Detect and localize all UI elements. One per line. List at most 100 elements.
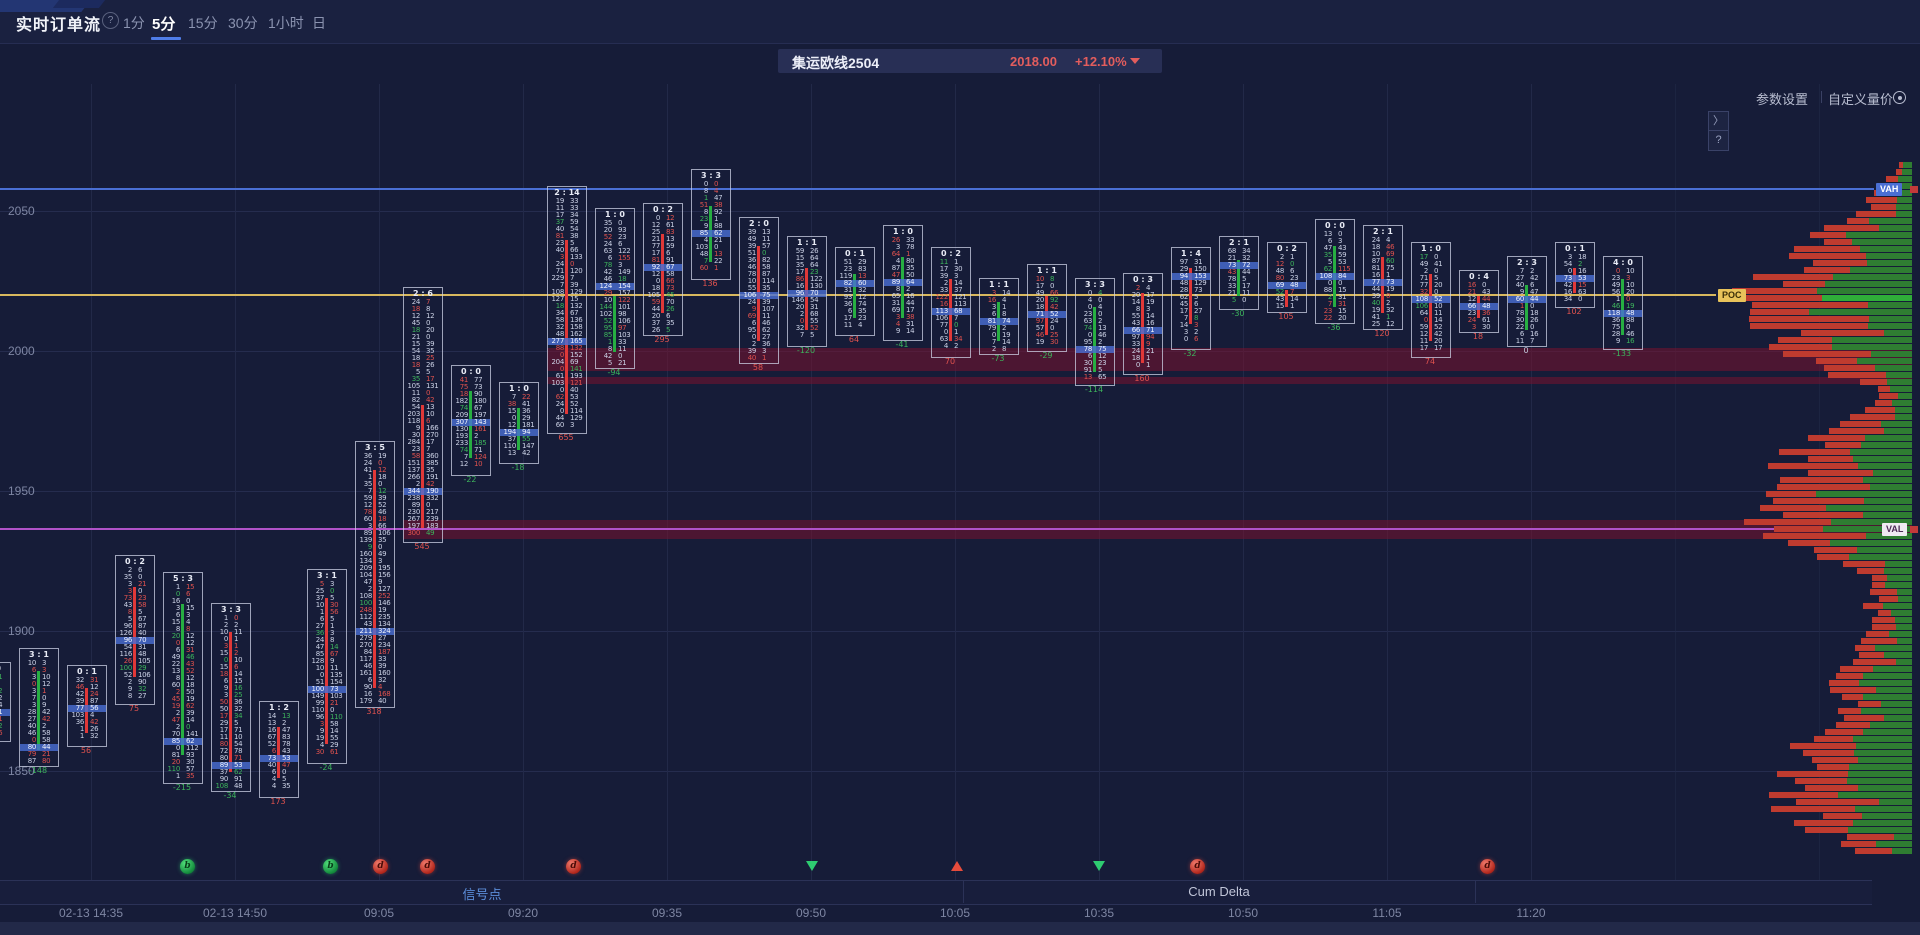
footprint-candle[interactable]: 0 : 3 2 4 20 17 14 19 8 3 55 14 43 16 66 71 97 94 33 9 24 21… bbox=[1123, 272, 1163, 375]
signal-marker-red-d[interactable]: d bbox=[566, 859, 581, 874]
bid-ask-row: 204 69 bbox=[551, 357, 579, 366]
footprint-candle[interactable]: 5 : 3 1 15 0 6 16 0 3 15 6 3 15 4 8 8 20 12 0 12 6 31 49 46 22 4… bbox=[163, 572, 203, 784]
bid-ask-row: 30 26 bbox=[1515, 315, 1539, 324]
footprint-candle[interactable]: 0 : 2 2 6 35 0 3 21 3 0 73 23 43 58 8 5 5 67 96 87 126 40 96 7… bbox=[115, 555, 155, 706]
bid-ask-row: 18 26 bbox=[411, 360, 435, 369]
bid-ask-row: 0 10 bbox=[1615, 266, 1635, 275]
bid-ask-row: 0 112 bbox=[175, 744, 199, 753]
bid-ask-row: 3 38 bbox=[895, 313, 915, 321]
footprint-candle[interactable]: 1 : 0 17 0 49 41 2 0 71 5 77 20 32 0 108 52 106 10 64 11 0 1… bbox=[1411, 241, 1451, 358]
signal-marker-red-d[interactable]: d bbox=[373, 859, 388, 874]
signal-marker-triangle-down[interactable] bbox=[1093, 861, 1105, 871]
bid-ask-row: 29 157 bbox=[603, 289, 631, 298]
candle-header: 4 : 0 bbox=[1613, 257, 1633, 267]
footprint-candle[interactable]: 0 : 2 2 1 12 0 48 6 80 23 69 48 52 7 43 14 15 1 bbox=[1267, 241, 1307, 314]
signal-marker-triangle-up[interactable] bbox=[951, 861, 963, 871]
signal-marker-red-d[interactable]: d bbox=[1480, 859, 1495, 874]
bid-ask-row: 69 17 bbox=[891, 306, 915, 314]
footprint-candle[interactable]: 2 : 6 24 7 18 8 12 12 45 0 18 20 21 0 15 39 54 35 18 25 18 2… bbox=[403, 286, 443, 543]
instrument-selector[interactable]: 集运欧线2504 2018.00 +12.10% bbox=[778, 49, 1162, 73]
signal-marker-red-d[interactable]: d bbox=[1190, 859, 1205, 874]
footprint-candle[interactable]: 0 : 0 41 77 75 73 18 90 182 180 74 67 209 197 307 143 1… bbox=[451, 365, 491, 476]
profile-bar bbox=[1840, 841, 1912, 847]
bid-ask-row: 35 17 bbox=[411, 374, 435, 383]
tab-1min[interactable]: 1分 bbox=[123, 15, 145, 31]
footprint-candle[interactable]: 1 : 2 14 13 13 2 16 47 67 83 52 78 6 43 73 53 40 47 6 0 4 5 4… bbox=[259, 701, 299, 798]
footprint-candle[interactable]: 1 : 0 26 33 3 78 64 1 4 80 87 35 47 50 89 64 8 2 65 16 31 44… bbox=[883, 225, 923, 342]
candle-delta: 318 bbox=[366, 707, 382, 716]
profile-bar bbox=[1853, 659, 1912, 665]
signal-pane-label[interactable]: 信号点 bbox=[462, 887, 502, 902]
bid-ask-row: 8 11 bbox=[607, 345, 627, 354]
footprint-candle[interactable]: 3 : 1 10 3 6 3 3 10 0 12 3 1 7 0 3 9 28 42 27 42 40 2 46 58 0 58… bbox=[19, 647, 59, 767]
custom-volume-price-button[interactable]: 自定义量价 bbox=[1828, 92, 1894, 107]
tab-30min[interactable]: 30分 bbox=[228, 15, 258, 31]
footprint-candle[interactable]: 1 : 1 3 14 16 4 3 1 6 8 81 74 79 2 0 19 7 14 2 8 bbox=[979, 278, 1019, 356]
footprint-candle[interactable]: 2 : 14 19 33 11 33 17 34 37 59 40 54 81 38 23 5 40 66 3 13… bbox=[547, 185, 587, 434]
tab-day[interactable]: 日 bbox=[312, 15, 326, 31]
footprint-candle[interactable]: 0 : 1 51 29 23 83 119 13 82 60 31 32 93 12 36 74 6 35 17 2… bbox=[835, 247, 875, 336]
bid-ask-row: 3 21 bbox=[127, 580, 147, 589]
bid-ask-row: 96 87 bbox=[123, 622, 147, 631]
footprint-candle[interactable]: 0 : 2 11 1 17 30 39 3 2 14 33 37 122 121 16 113 113 68 10… bbox=[931, 247, 971, 358]
bid-ask-row: 17 34 bbox=[555, 210, 579, 219]
footprint-candle[interactable]: 1 : 1 59 26 15 64 35 64 17 23 86 122 16 130 96 70 146 54… bbox=[787, 236, 827, 347]
footprint-candle[interactable]: 3 : 3 1 0 2 2 10 11 0 1 3 1 15 2 0 10 15 6 18 14 6 15 9 16 3 25 5… bbox=[211, 603, 251, 792]
footprint-candle[interactable]: 3 : 5 36 19 24 0 41 12 1 18 35 0 7 12 59 39 12 52 78 46 60 1… bbox=[355, 440, 395, 708]
cumdelta-pane-label[interactable]: Cum Delta bbox=[1188, 884, 1250, 899]
bid-ask-row: 60 1 bbox=[699, 264, 719, 272]
signal-marker-green-b[interactable]: b bbox=[323, 859, 338, 874]
bid-ask-row: 60 18 bbox=[363, 514, 387, 523]
footprint-candle[interactable]: 2 : 1 24 4 18 46 10 69 87 60 81 75 16 1 77 73 44 19 39 0 40… bbox=[1363, 225, 1403, 330]
profile-bar bbox=[1794, 246, 1912, 252]
profile-bar bbox=[1813, 260, 1912, 266]
footprint-candle[interactable]: 1 : 01011853427126714816125811222026 bbox=[0, 661, 11, 742]
y-axis-label: 1900 bbox=[8, 624, 35, 638]
bid-ask-row: 19 30 bbox=[1035, 338, 1059, 347]
tab-5min[interactable]: 5分 bbox=[152, 16, 176, 33]
candle-header: 0 : 1 bbox=[845, 249, 865, 259]
bid-ask-row: 95 2 bbox=[1083, 338, 1103, 347]
footprint-candle[interactable]: 4 : 0 0 10 23 3 49 10 56 20 1 0 46 19 118 48 36 88 75 0 28 4… bbox=[1603, 255, 1643, 350]
footprint-candle[interactable]: 0 : 0 13 0 6 3 47 43 35 59 5 53 62 115 108 84 0 0 88 15 2 31… bbox=[1315, 219, 1355, 325]
signal-marker-green-b[interactable]: b bbox=[180, 859, 195, 874]
bid-ask-row: 2 90 bbox=[127, 678, 147, 687]
bid-ask-row: 9 14 bbox=[319, 727, 339, 736]
bid-ask-row: 2 68 bbox=[799, 310, 819, 319]
signal-marker-triangle-down[interactable] bbox=[806, 861, 818, 871]
footprint-candle[interactable]: 2 : 1 68 34 21 32 73 72 43 44 78 5 33 17 21 11 5 0 bbox=[1219, 236, 1259, 311]
footprint-candle[interactable]: 2 : 3 7 2 27 42 40 6 9 47 60 44 1 0 78 18 30 26 22 0 6 16 11 7 bbox=[1507, 255, 1547, 347]
footprint-candle[interactable]: 3 : 1 5 3 25 0 37 5 10 30 1 56 6 5 27 1 36 3 24 8 47 14 85 67 1… bbox=[307, 569, 347, 764]
footprint-candle[interactable]: 1 : 1 10 8 17 0 49 66 20 92 18 42 71 52 97 24 57 0 46 25 19… bbox=[1027, 264, 1067, 353]
footprint-candle[interactable]: 3 : 3 0 4 4 0 0 4 23 0 63 2 74 13 0 46 95 2 78 75 6 12 30 23 91… bbox=[1075, 278, 1115, 386]
chevron-down-icon[interactable] bbox=[1130, 58, 1140, 64]
params-settings-button[interactable]: 参数设置 bbox=[1756, 92, 1809, 107]
profile-bar bbox=[1878, 610, 1912, 616]
footprint-candle[interactable]: 1 : 4 97 31 29 150 94 153 48 129 28 73 62 5 45 6 17 27 7 8… bbox=[1171, 247, 1211, 350]
visibility-toggle-icon[interactable] bbox=[1893, 91, 1906, 104]
tab-1hour[interactable]: 1小时 bbox=[268, 15, 304, 31]
help-icon[interactable]: ? bbox=[102, 12, 119, 29]
footprint-candle[interactable]: 0 : 4 16 0 21 43 12 44 66 48 23 36 24 61 3 30 bbox=[1459, 269, 1499, 333]
signal-marker-red-d[interactable]: d bbox=[420, 859, 435, 874]
panel-help-button[interactable]: ? bbox=[1708, 130, 1729, 151]
footprint-candle[interactable]: 2 : 0 39 13 49 11 39 57 51 0 36 82 46 58 78 87 10 114 55 3… bbox=[739, 216, 779, 364]
tab-15min[interactable]: 15分 bbox=[188, 15, 218, 31]
footprint-candle[interactable]: 3 : 3 0 0 8 4 1 47 51 38 8 92 23 1 9 88 85 62 4 21 103 0 48 13… bbox=[691, 169, 731, 280]
bid-ask-row: 130 161 bbox=[455, 425, 487, 433]
footprint-candle[interactable]: 0 : 1 3 18 54 2 0 16 73 53 42 15 16 63 34 0 bbox=[1555, 241, 1595, 308]
profile-bar bbox=[1804, 785, 1912, 791]
active-tab-underline bbox=[151, 37, 181, 40]
bid-ask-row: 90 91 bbox=[219, 775, 243, 783]
collapse-panel-button[interactable]: 〉 bbox=[1708, 111, 1729, 132]
footprint-candle[interactable]: 1 : 0 35 0 20 93 52 23 24 6 63 122 6 155 78 3 42 149 46 18… bbox=[595, 208, 635, 370]
footprint-candle[interactable]: 0 : 1 32 31 46 12 42 24 39 87 77 56 103 4 36 42 1 26 1 32 bbox=[67, 664, 107, 748]
footprint-candle[interactable]: 1 : 0 7 22 38 41 15 36 0 29 12 181 194 94 37 55 110 147 1… bbox=[499, 381, 539, 465]
footprint-candle[interactable]: 0 : 2 0 12 12 61 25 83 21 13 77 59 17 6 81 91 92 67 12 58 0… bbox=[643, 202, 683, 336]
bid-ask-row: 13 52 bbox=[171, 667, 195, 676]
bid-ask-row: 94 153 bbox=[1172, 273, 1210, 281]
